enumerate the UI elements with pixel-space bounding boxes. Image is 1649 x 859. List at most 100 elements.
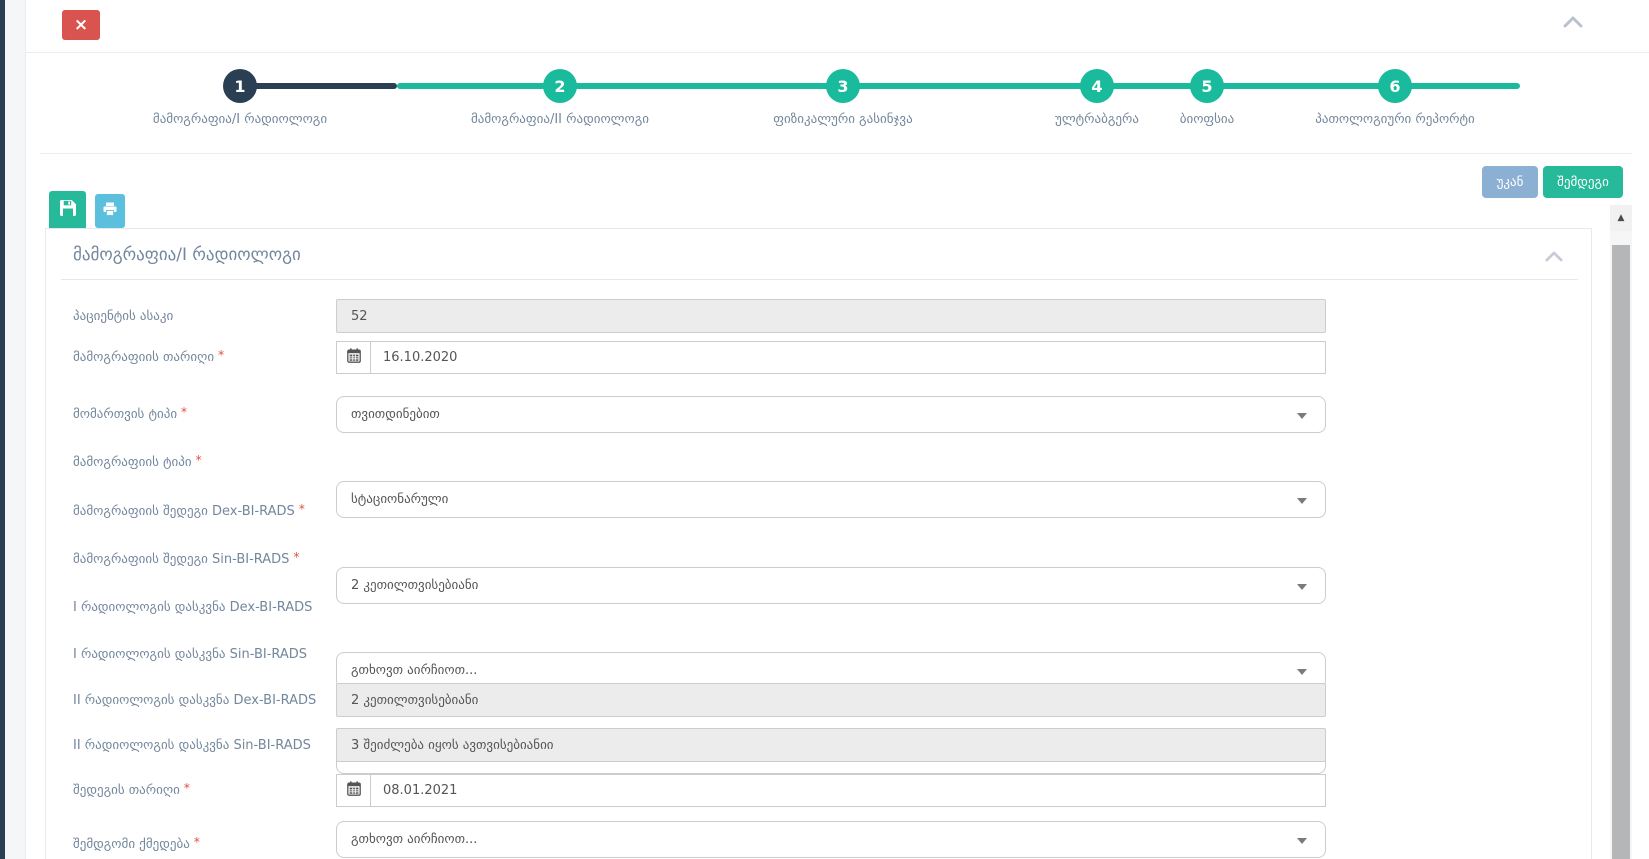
step-label[interactable]: მამოგრაფია/II რადიოლოგი — [470, 112, 649, 127]
scrollbar-up-button[interactable]: ▲ — [1610, 205, 1632, 231]
field-label: მამოგრაფიის ტიპი * — [73, 444, 335, 481]
field-label-text: II რადიოლოგის დასკვნა Dex-BI-RADS — [73, 692, 317, 708]
calendar-icon — [346, 781, 361, 800]
field-label: მამოგრაფიის თარიღი * — [73, 341, 335, 374]
stepper-line-upcoming — [397, 83, 1520, 89]
scrollbar-thumb[interactable] — [1612, 245, 1630, 859]
next-button[interactable]: შემდეგი — [1543, 166, 1623, 198]
calendar-icon — [346, 348, 361, 367]
required-marker: * — [293, 549, 300, 564]
field-label-text: მამოგრაფიის ტიპი — [73, 455, 192, 470]
section-collapse-button[interactable] — [1541, 247, 1567, 265]
chevron-up-icon — [1563, 13, 1583, 32]
field-label-text: II რადიოლოგის დასკვნა Sin-BI-RADS — [73, 737, 311, 753]
select-value: 2 კეთილთვისებიანი — [351, 578, 479, 593]
step-number: 5 — [1201, 76, 1213, 96]
chevron-down-icon — [1297, 837, 1307, 844]
chevron-down-icon — [1297, 497, 1307, 504]
stepper-step-1[interactable]: 1 — [223, 69, 257, 103]
field-label-text: მამოგრაფიის თარიღი — [73, 350, 215, 365]
step-number: 3 — [837, 76, 849, 96]
left-navy-strip — [0, 0, 5, 859]
topbar-divider — [26, 52, 1649, 53]
step-label[interactable]: პათოლოგიური რეპორტი — [1315, 112, 1475, 127]
step-number: 2 — [554, 76, 566, 96]
field-label-text: მამოგრაფიის შედეგი Sin-BI-RADS — [73, 552, 290, 567]
step-label[interactable]: მამოგრაფია/I რადიოლოგი — [152, 112, 328, 127]
stepper-line-done — [240, 83, 397, 89]
close-button[interactable]: × — [62, 10, 100, 40]
text-input-disabled: 3 შეიძლება იყოს ავთვისებიანიი — [336, 728, 1326, 762]
required-marker: * — [193, 834, 200, 849]
field-label-text: I რადიოლოგის დასკვნა Dex-BI-RADS — [73, 600, 313, 615]
form-body: პაციენტის ასაკი 52 მამოგრაფიის თარიღი * 16.1… — [46, 229, 1591, 858]
field-label: I რადიოლოგის დასკვნა Sin-BI-RADS — [73, 636, 335, 673]
arrow-up-icon: ▲ — [1617, 213, 1625, 223]
field-label-text: I რადიოლოგის დასკვნა Sin-BI-RADS — [73, 647, 308, 662]
calendar-addon-button[interactable] — [336, 341, 370, 374]
chevron-up-icon — [1545, 247, 1563, 266]
stepper-step-5[interactable]: 5 — [1190, 69, 1224, 103]
calendar-addon-button[interactable] — [336, 774, 370, 807]
field-label: მომართვის ტიპი * — [73, 396, 335, 433]
section-title: მამოგრაფია/I რადიოლოგი — [73, 245, 301, 265]
form-section-card: მამოგრაფია/I რადიოლოგი პაციენტის ასაკი 52… — [45, 228, 1592, 859]
step-label[interactable]: ბიოფსია — [1179, 112, 1235, 127]
select-value: სტაციონარული — [351, 492, 449, 507]
step-number: 4 — [1091, 76, 1103, 96]
left-gutter — [5, 0, 26, 859]
select-value: თვითდინებით — [351, 407, 440, 422]
close-icon: × — [73, 15, 89, 35]
field-label: II რადიოლოგის დასკვნა Sin-BI-RADS — [73, 728, 335, 762]
step-label[interactable]: ულტრაბგერა — [1055, 112, 1139, 127]
date-field: 16.10.2020 — [336, 341, 1326, 374]
required-marker: * — [183, 780, 190, 795]
step-number: 1 — [234, 76, 246, 96]
chevron-down-icon — [1297, 412, 1307, 419]
text-input-disabled: 52 — [336, 299, 1326, 333]
required-marker: * — [195, 452, 202, 467]
chevron-down-icon — [1297, 668, 1307, 675]
save-button[interactable] — [49, 191, 86, 231]
field-label-text: პაციენტის ასაკი — [73, 308, 174, 324]
field-label: შემდგომი ქმედება * — [73, 826, 335, 859]
date-field: 08.01.2021 — [336, 774, 1326, 807]
chevron-down-icon — [1297, 583, 1307, 590]
select-input[interactable]: თვითდინებით — [336, 396, 1326, 433]
field-label: მამოგრაფიის შედეგი Dex-BI-RADS * — [73, 493, 335, 530]
required-marker: * — [218, 347, 225, 362]
stepper-step-6[interactable]: 6 — [1378, 69, 1412, 103]
select-input[interactable]: 2 კეთილთვისებიანი — [336, 567, 1326, 604]
field-label-text: მამოგრაფიის შედეგი Dex-BI-RADS — [73, 504, 295, 519]
field-label: მამოგრაფიის შედეგი Sin-BI-RADS * — [73, 541, 335, 578]
field-label-text: შედეგის თარიღი — [73, 783, 180, 798]
field-label-text: შემდგომი ქმედება — [73, 837, 190, 852]
date-input[interactable]: 08.01.2021 — [370, 774, 1326, 807]
field-label-text: მომართვის ტიპი — [73, 407, 178, 422]
panel-collapse-button[interactable] — [1558, 12, 1588, 32]
select-input[interactable]: გთხოვთ აირჩიოთ... — [336, 821, 1326, 858]
field-label: I რადიოლოგის დასკვნა Dex-BI-RADS — [73, 589, 335, 626]
text-input-disabled: 2 კეთილთვისებიანი — [336, 683, 1326, 717]
required-marker: * — [181, 404, 188, 419]
field-label: პაციენტის ასაკი — [73, 299, 335, 333]
select-value: გთხოვთ აირჩიოთ... — [351, 663, 478, 678]
select-input[interactable]: სტაციონარული — [336, 481, 1326, 518]
print-button[interactable] — [95, 194, 125, 228]
save-icon — [59, 200, 76, 220]
stepper-step-3[interactable]: 3 — [826, 69, 860, 103]
stepper-step-2[interactable]: 2 — [543, 69, 577, 103]
select-value: გთხოვთ აირჩიოთ... — [351, 832, 478, 847]
back-button[interactable]: უკან — [1482, 166, 1538, 198]
step-label[interactable]: ფიზიკალური გასინჯვა — [773, 112, 913, 127]
stepper-divider — [40, 153, 1632, 154]
date-input[interactable]: 16.10.2020 — [370, 341, 1326, 374]
section-title-divider — [61, 279, 1578, 280]
print-icon — [103, 201, 117, 220]
required-marker: * — [298, 501, 305, 516]
field-label: II რადიოლოგის დასკვნა Dex-BI-RADS — [73, 683, 335, 717]
step-number: 6 — [1389, 76, 1401, 96]
stepper-step-4[interactable]: 4 — [1080, 69, 1114, 103]
field-label: შედეგის თარიღი * — [73, 774, 335, 807]
